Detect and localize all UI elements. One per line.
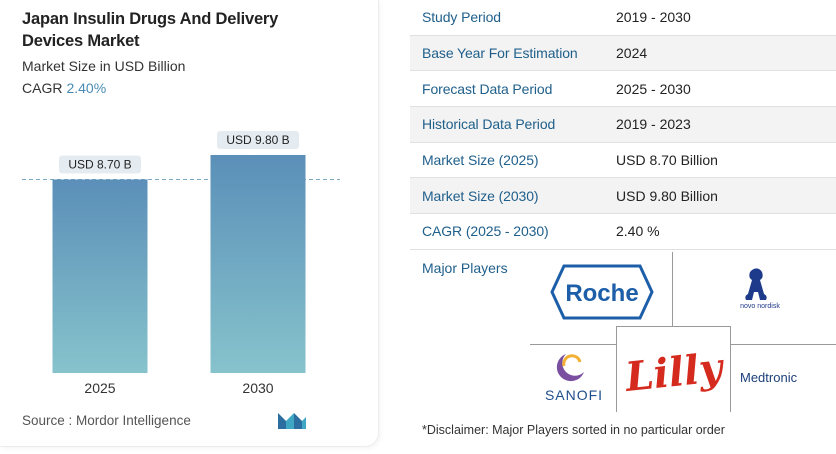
row-value: 2019 - 2023: [616, 116, 691, 133]
medtronic-logo: Medtronic: [740, 370, 798, 385]
grid-divider: [730, 326, 731, 412]
data-label-bg: [59, 155, 141, 174]
cagr-line: CAGR 2.40%: [22, 80, 106, 96]
major-players-title: Major Players: [422, 260, 508, 276]
cagr-value: 2.40%: [66, 80, 107, 96]
table-row: Market Size (2025) USD 8.70 Billion: [410, 143, 836, 179]
x-tick-label: 2030: [242, 380, 273, 396]
bar-2025: [52, 179, 148, 373]
bar-chart: USD 8.70 B 2025 USD 9.80 B 2030: [22, 131, 340, 396]
roche-logo: Roche: [550, 264, 654, 320]
row-label: Historical Data Period: [422, 116, 556, 133]
row-label: Study Period: [422, 9, 501, 26]
disclaimer-text: *Disclaimer: Major Players sorted in no …: [422, 423, 725, 437]
bar-2030: [210, 155, 306, 373]
market-info-table: Study Period 2019 - 2030 Base Year For Est…: [410, 0, 836, 250]
grid-divider: [672, 252, 673, 326]
row-label: CAGR (2025 - 2030): [422, 223, 549, 240]
row-value: USD 9.80 Billion: [616, 187, 718, 204]
cagr-label: CAGR: [22, 80, 63, 96]
sanofi-logo: SANOFI: [545, 354, 603, 403]
table-row: Forecast Data Period 2025 - 2030: [410, 71, 836, 108]
chart-card: Japan Insulin Drugs And Delivery Devices…: [0, 0, 379, 447]
table-row: CAGR (2025 - 2030) 2.40 %: [410, 214, 836, 250]
chart-title: Japan Insulin Drugs And Delivery Devices…: [22, 10, 279, 50]
table-row: Market Size (2030) USD 9.80 Billion: [410, 178, 836, 215]
grid-divider: [530, 344, 616, 345]
row-label: Market Size (2025): [422, 152, 539, 169]
data-label: USD 9.80 B: [226, 133, 289, 147]
grid-divider: [616, 326, 731, 327]
grid-divider: [730, 344, 836, 345]
table-row: Base Year For Estimation 2024: [410, 35, 836, 72]
row-label: Forecast Data Period: [422, 80, 553, 97]
novo-nordisk-logo: novo nordisk: [740, 268, 780, 310]
row-value: 2024: [616, 45, 648, 62]
row-value: 2025 - 2030: [616, 80, 691, 97]
table-row: Study Period 2019 - 2030: [410, 0, 836, 36]
row-label: Base Year For Estimation: [422, 45, 578, 62]
major-players-logos: Roche novo nordisk SANOFI Lilly Medtroni…: [530, 252, 836, 412]
chart-subtitle: Market Size in USD Billion: [22, 58, 186, 74]
medtronic-logo-text: Medtronic: [740, 370, 798, 385]
roche-logo-text: Roche: [565, 280, 638, 307]
novo-nordisk-logo-text: novo nordisk: [740, 303, 780, 310]
mordor-intelligence-logo-icon: [278, 413, 306, 429]
grid-divider: [616, 326, 617, 412]
row-value: 2019 - 2030: [616, 9, 691, 26]
row-label: Market Size (2030): [422, 187, 539, 204]
row-value: 2.40 %: [616, 223, 660, 240]
lilly-logo: Lilly: [622, 344, 726, 401]
row-value: USD 8.70 Billion: [616, 152, 718, 169]
x-tick-label: 2025: [84, 380, 115, 396]
source-text: Source : Mordor Intelligence: [22, 413, 191, 428]
data-label: USD 8.70 B: [68, 157, 131, 171]
data-label-bg: [217, 131, 299, 149]
lilly-logo-text: Lilly: [622, 344, 726, 401]
table-row: Historical Data Period 2019 - 2023: [410, 107, 836, 143]
sanofi-logo-text: SANOFI: [545, 387, 603, 403]
